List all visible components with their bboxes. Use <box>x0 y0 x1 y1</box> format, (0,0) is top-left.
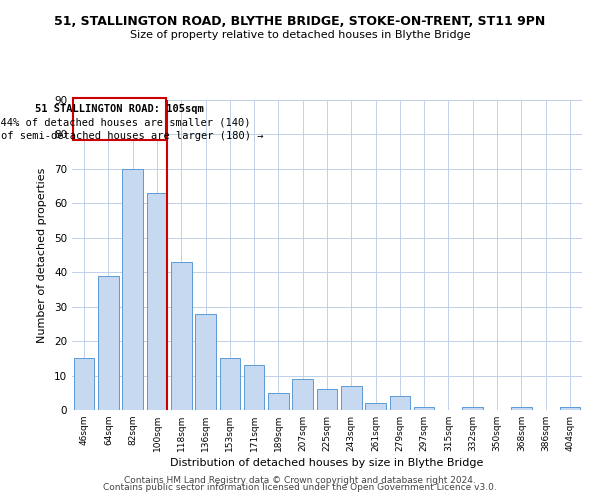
Bar <box>463 406 483 410</box>
FancyBboxPatch shape <box>73 98 166 140</box>
Bar <box>98 276 119 410</box>
Bar <box>292 379 313 410</box>
Bar <box>122 169 143 410</box>
Bar <box>268 393 289 410</box>
Bar <box>220 358 240 410</box>
Bar <box>560 406 580 410</box>
Bar <box>365 403 386 410</box>
Bar <box>414 406 434 410</box>
Bar <box>146 193 167 410</box>
Bar <box>511 406 532 410</box>
X-axis label: Distribution of detached houses by size in Blythe Bridge: Distribution of detached houses by size … <box>170 458 484 468</box>
Text: Contains public sector information licensed under the Open Government Licence v3: Contains public sector information licen… <box>103 484 497 492</box>
Bar <box>244 365 265 410</box>
Text: ← 44% of detached houses are smaller (140): ← 44% of detached houses are smaller (14… <box>0 118 251 128</box>
Bar <box>195 314 216 410</box>
Bar <box>171 262 191 410</box>
Text: 51, STALLINGTON ROAD, BLYTHE BRIDGE, STOKE-ON-TRENT, ST11 9PN: 51, STALLINGTON ROAD, BLYTHE BRIDGE, STO… <box>55 15 545 28</box>
Bar <box>389 396 410 410</box>
Text: Size of property relative to detached houses in Blythe Bridge: Size of property relative to detached ho… <box>130 30 470 40</box>
Text: Contains HM Land Registry data © Crown copyright and database right 2024.: Contains HM Land Registry data © Crown c… <box>124 476 476 485</box>
Y-axis label: Number of detached properties: Number of detached properties <box>37 168 47 342</box>
Text: 56% of semi-detached houses are larger (180) →: 56% of semi-detached houses are larger (… <box>0 131 263 141</box>
Text: 51 STALLINGTON ROAD: 105sqm: 51 STALLINGTON ROAD: 105sqm <box>35 104 204 114</box>
Bar <box>74 358 94 410</box>
Bar <box>341 386 362 410</box>
Bar <box>317 390 337 410</box>
